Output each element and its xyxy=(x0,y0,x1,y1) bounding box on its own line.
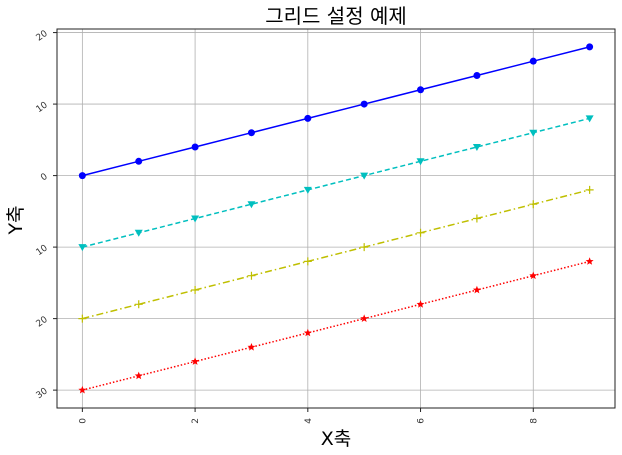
y-tick-label: 20 xyxy=(35,29,50,44)
data-point xyxy=(303,328,312,337)
data-point xyxy=(191,143,199,151)
grid xyxy=(57,29,615,408)
chart-title: 그리드 설정 예제 xyxy=(265,4,407,28)
series-line-0 xyxy=(82,46,590,177)
data-point xyxy=(529,129,538,137)
y-tick-label: 10 xyxy=(35,243,50,258)
series-line-1 xyxy=(82,117,590,248)
data-point xyxy=(472,285,481,294)
data-point xyxy=(473,71,481,79)
y-tick-label: 10 xyxy=(35,100,50,115)
data-point xyxy=(360,100,368,108)
data-point xyxy=(247,271,256,280)
x-tick-label: 0 xyxy=(78,418,88,424)
y-tick-label: 20 xyxy=(35,315,50,330)
data-point xyxy=(529,57,537,65)
data-point xyxy=(417,86,425,94)
data-point xyxy=(191,286,200,295)
x-tick-label: 4 xyxy=(304,418,314,424)
x-tick-label: 8 xyxy=(529,418,539,424)
series xyxy=(78,43,594,394)
data-point xyxy=(247,201,256,209)
data-point xyxy=(134,371,143,380)
data-point xyxy=(360,172,369,180)
plot-frame xyxy=(56,28,616,409)
data-point xyxy=(360,314,369,323)
data-point xyxy=(416,300,425,308)
y-axis-label: Y축 xyxy=(5,205,27,235)
data-point xyxy=(303,186,312,194)
data-point xyxy=(586,43,594,51)
data-point xyxy=(134,229,143,237)
y-tick-label: 30 xyxy=(35,386,50,401)
data-point xyxy=(304,114,312,122)
x-tick-label: 6 xyxy=(417,418,427,424)
data-point xyxy=(78,244,87,252)
data-point xyxy=(585,185,594,194)
data-point xyxy=(247,129,255,137)
series-line-2 xyxy=(82,189,590,320)
data-point xyxy=(78,385,87,394)
data-point xyxy=(472,143,481,151)
data-point xyxy=(585,257,594,265)
data-point xyxy=(191,215,200,223)
data-point xyxy=(247,343,256,351)
data-point xyxy=(303,257,312,266)
y-tick-label: 0 xyxy=(39,172,50,184)
data-point xyxy=(78,314,87,323)
series-line-3 xyxy=(82,260,590,391)
data-point xyxy=(416,228,425,237)
x-axis-label: X축 xyxy=(321,428,352,450)
data-point xyxy=(191,357,200,365)
data-point xyxy=(134,300,143,309)
data-point xyxy=(416,158,425,166)
data-point xyxy=(78,172,86,180)
x-tick-label: 2 xyxy=(191,418,201,424)
data-point xyxy=(472,214,481,223)
data-point xyxy=(360,243,369,252)
data-point xyxy=(585,115,594,123)
ticks: 0 2 4 6 8 20 10 0 10 20 30 xyxy=(35,29,540,424)
data-point xyxy=(135,157,143,165)
data-point xyxy=(529,200,538,209)
data-point xyxy=(529,271,538,280)
